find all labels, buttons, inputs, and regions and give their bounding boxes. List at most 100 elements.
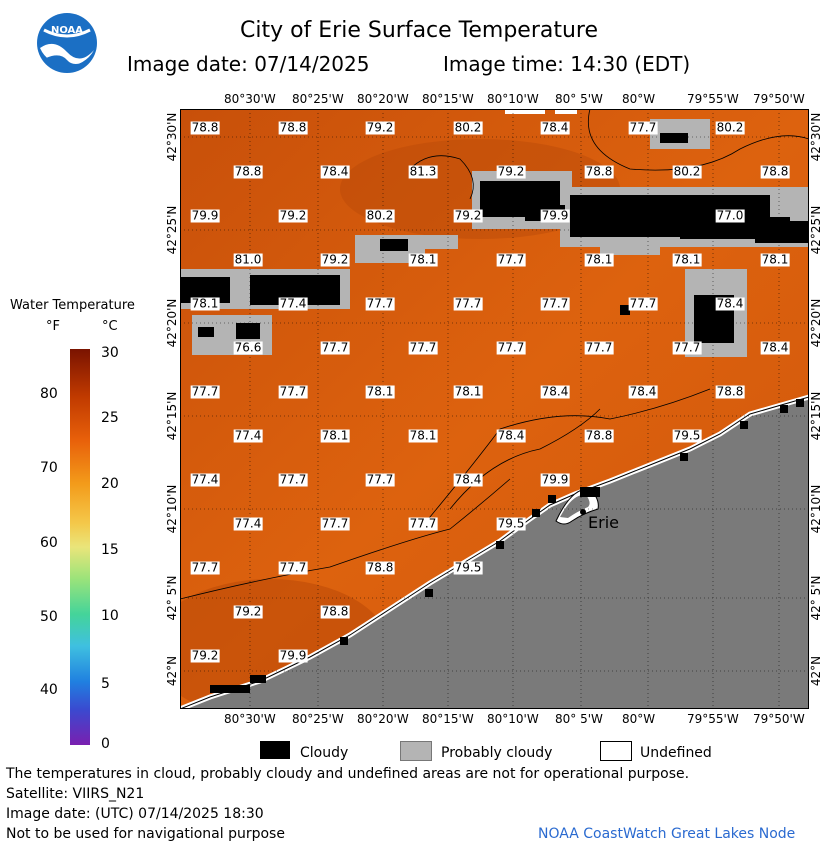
temperature-label: 77.7 — [453, 296, 483, 311]
temperature-label: 77.7 — [278, 560, 308, 575]
temperature-label: 81.0 — [233, 252, 263, 267]
latitude-tick: 42°25'N — [809, 205, 823, 255]
latitude-tick: 42° 5'N — [165, 575, 179, 621]
temperature-label: 78.4 — [760, 340, 790, 355]
latitude-tick: 42°10'N — [809, 484, 823, 534]
temperature-label: 78.8 — [190, 120, 220, 135]
temperature-label: 78.1 — [320, 428, 350, 443]
temperature-label: 78.1 — [760, 252, 790, 267]
temperature-label: 77.4 — [190, 472, 220, 487]
temperature-label: 77.7 — [190, 560, 220, 575]
temperature-label: 79.5 — [672, 428, 702, 443]
unit-celsius: °C — [102, 319, 118, 334]
longitude-tick: 80°10'W — [487, 712, 539, 726]
credit-link[interactable]: NOAA CoastWatch Great Lakes Node — [538, 826, 796, 842]
latitude-tick: 42°15'N — [809, 391, 823, 441]
disclaimer-note: The temperatures in cloud, probably clou… — [6, 766, 690, 782]
temperature-label: 78.1 — [584, 252, 614, 267]
temperature-label: 80.2 — [715, 120, 745, 135]
noaa-logo: NOAA — [36, 12, 98, 74]
temperature-label: 77.7 — [365, 472, 395, 487]
temperature-label: 78.8 — [584, 428, 614, 443]
latitude-tick: 42°N — [809, 655, 823, 687]
celsius-tick: 0 — [101, 736, 110, 752]
temperature-label: 78.1 — [408, 252, 438, 267]
longitude-tick: 80°30'W — [224, 92, 276, 106]
temperature-label: 78.4 — [496, 428, 526, 443]
latitude-tick: 42°20'N — [809, 298, 823, 348]
temperature-map: Erie 78.8 78.8 79.2 80.2 78.4 77.7 80.2 78.8 78.… — [180, 109, 809, 709]
temperature-label: 79.2 — [190, 648, 220, 663]
temperature-label: 78.8 — [320, 604, 350, 619]
temperature-label: 77.4 — [233, 428, 263, 443]
temperature-label: 77.7 — [320, 516, 350, 531]
latitude-tick: 42°20'N — [165, 298, 179, 348]
temperature-label: 79.5 — [453, 560, 483, 575]
legend-probably-cloudy-swatch — [400, 741, 432, 761]
temperature-label: 77.7 — [672, 340, 702, 355]
longitude-tick: 79°55'W — [687, 92, 739, 106]
temperature-label: 76.6 — [233, 340, 263, 355]
temperature-label: 78.1 — [365, 384, 395, 399]
temperature-label: 78.8 — [584, 164, 614, 179]
latitude-tick: 42°15'N — [165, 391, 179, 441]
temperature-label: 77.7 — [496, 340, 526, 355]
longitude-tick: 80°20'W — [357, 712, 409, 726]
longitude-tick: 80°15'W — [422, 92, 474, 106]
navigation-warning: Not to be used for navigational purpose — [6, 826, 285, 842]
latitude-tick: 42°N — [165, 655, 179, 687]
temperature-label: 77.7 — [628, 296, 658, 311]
city-marker — [580, 509, 586, 515]
temperature-label: 77.7 — [584, 340, 614, 355]
temperature-label: 79.2 — [453, 208, 483, 223]
latitude-tick: 42°25'N — [165, 205, 179, 255]
longitude-tick: 80°15'W — [422, 712, 474, 726]
legend-title: Water Temperature — [10, 298, 135, 313]
longitude-tick: 80° 5'W — [555, 92, 603, 106]
temperature-label: 78.4 — [540, 384, 570, 399]
temperature-label: 80.2 — [672, 164, 702, 179]
temperature-label: 79.9 — [540, 208, 570, 223]
temperature-label: 77.4 — [278, 296, 308, 311]
temperature-label: 78.4 — [453, 472, 483, 487]
temperature-label: 77.7 — [408, 516, 438, 531]
longitude-tick: 80°W — [622, 92, 656, 106]
latitude-tick: 42°30'N — [165, 112, 179, 162]
temperature-label: 77.7 — [190, 384, 220, 399]
temperature-label: 81.3 — [408, 164, 438, 179]
temperature-label: 79.2 — [320, 252, 350, 267]
latitude-tick: 42°30'N — [809, 112, 823, 162]
temperature-label: 77.0 — [715, 208, 745, 223]
latitude-tick: 42° 5'N — [809, 575, 823, 621]
celsius-tick: 20 — [101, 476, 119, 492]
longitude-tick: 80°10'W — [487, 92, 539, 106]
logo-text: NOAA — [50, 25, 84, 36]
temperature-label: 77.7 — [365, 296, 395, 311]
temperature-label: 80.2 — [453, 120, 483, 135]
fahrenheit-tick: 80 — [40, 386, 58, 402]
celsius-tick: 5 — [101, 676, 110, 692]
image-time: Image time: 14:30 (EDT) — [443, 52, 691, 76]
longitude-tick: 80°30'W — [224, 712, 276, 726]
temperature-label: 78.4 — [715, 296, 745, 311]
celsius-tick: 15 — [101, 542, 119, 558]
temperature-label: 79.9 — [540, 472, 570, 487]
temperature-label: 77.7 — [628, 120, 658, 135]
temperature-label: 78.1 — [408, 428, 438, 443]
longitude-tick: 79°50'W — [753, 92, 805, 106]
fahrenheit-tick: 60 — [40, 535, 58, 551]
temperature-label: 79.2 — [278, 208, 308, 223]
temperature-label: 78.8 — [760, 164, 790, 179]
fahrenheit-tick: 40 — [40, 682, 58, 698]
temperature-label: 78.8 — [715, 384, 745, 399]
longitude-tick: 80°25'W — [292, 712, 344, 726]
temperature-label: 77.7 — [278, 472, 308, 487]
temperature-label: 79.5 — [496, 516, 526, 531]
temperature-label: 79.2 — [365, 120, 395, 135]
longitude-tick: 79°55'W — [687, 712, 739, 726]
fahrenheit-tick: 50 — [40, 609, 58, 625]
image-date-utc: Image date: (UTC) 07/14/2025 18:30 — [6, 806, 264, 822]
temperature-label: 79.2 — [496, 164, 526, 179]
temperature-label: 77.4 — [233, 516, 263, 531]
city-label: Erie — [588, 513, 619, 532]
